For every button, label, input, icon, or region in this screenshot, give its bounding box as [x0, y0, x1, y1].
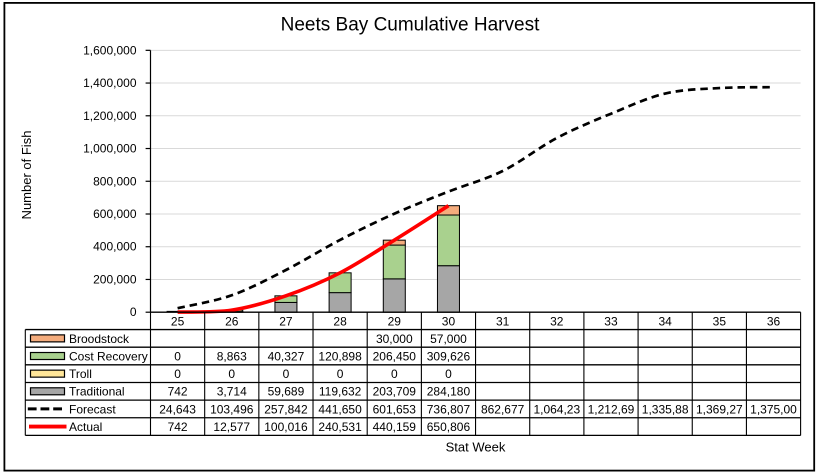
- svg-text:440,159: 440,159: [373, 420, 417, 434]
- svg-text:24,643: 24,643: [159, 402, 196, 416]
- svg-text:0: 0: [445, 367, 452, 381]
- svg-text:441,650: 441,650: [318, 402, 362, 416]
- svg-text:1,335,88: 1,335,88: [642, 402, 689, 416]
- svg-text:284,180: 284,180: [427, 385, 471, 399]
- svg-text:206,450: 206,450: [373, 349, 417, 363]
- svg-text:100,016: 100,016: [264, 420, 308, 434]
- svg-text:32: 32: [550, 314, 564, 328]
- svg-text:31: 31: [496, 314, 510, 328]
- svg-text:0: 0: [337, 367, 344, 381]
- svg-text:8,863: 8,863: [217, 349, 247, 363]
- svg-text:240,531: 240,531: [318, 420, 362, 434]
- svg-text:650,806: 650,806: [427, 420, 471, 434]
- svg-text:862,677: 862,677: [481, 402, 525, 416]
- svg-text:30: 30: [442, 314, 456, 328]
- svg-text:1,375,00: 1,375,00: [750, 402, 797, 416]
- svg-text:120,898: 120,898: [318, 349, 362, 363]
- svg-text:25: 25: [171, 314, 185, 328]
- svg-text:1,212,69: 1,212,69: [588, 402, 635, 416]
- svg-text:400,000: 400,000: [93, 240, 137, 254]
- svg-text:0: 0: [391, 367, 398, 381]
- svg-text:Cost Recovery: Cost Recovery: [69, 349, 148, 363]
- svg-text:34: 34: [658, 314, 672, 328]
- svg-text:27: 27: [279, 314, 293, 328]
- svg-text:36: 36: [767, 314, 781, 328]
- svg-text:800,000: 800,000: [93, 174, 137, 188]
- svg-text:601,653: 601,653: [373, 402, 417, 416]
- svg-text:1,200,000: 1,200,000: [83, 109, 137, 123]
- svg-text:Number of Fish: Number of Fish: [19, 131, 34, 220]
- svg-text:Stat Week: Stat Week: [446, 439, 506, 454]
- svg-text:200,000: 200,000: [93, 272, 137, 286]
- svg-text:Traditional: Traditional: [69, 385, 125, 399]
- svg-text:1,000,000: 1,000,000: [83, 142, 137, 156]
- svg-text:26: 26: [225, 314, 239, 328]
- svg-text:1,400,000: 1,400,000: [83, 76, 137, 90]
- svg-text:1,369,27: 1,369,27: [696, 402, 743, 416]
- svg-text:3,714: 3,714: [217, 385, 247, 399]
- svg-text:59,689: 59,689: [268, 385, 305, 399]
- svg-text:309,626: 309,626: [427, 349, 471, 363]
- svg-text:0: 0: [228, 367, 235, 381]
- svg-text:1,064,23: 1,064,23: [533, 402, 580, 416]
- svg-text:12,577: 12,577: [213, 420, 250, 434]
- svg-text:35: 35: [713, 314, 727, 328]
- svg-text:28: 28: [333, 314, 347, 328]
- svg-text:29: 29: [388, 314, 402, 328]
- svg-text:33: 33: [604, 314, 618, 328]
- svg-text:Actual: Actual: [69, 420, 102, 434]
- svg-text:Neets Bay Cumulative Harvest: Neets Bay Cumulative Harvest: [281, 14, 540, 35]
- svg-text:1,600,000: 1,600,000: [83, 43, 137, 57]
- svg-text:600,000: 600,000: [93, 207, 137, 221]
- svg-text:742: 742: [168, 420, 188, 434]
- svg-text:203,709: 203,709: [373, 385, 417, 399]
- svg-text:0: 0: [130, 305, 137, 319]
- svg-text:0: 0: [283, 367, 290, 381]
- svg-text:0: 0: [174, 349, 181, 363]
- svg-text:Forecast: Forecast: [69, 402, 116, 416]
- svg-text:40,327: 40,327: [268, 349, 305, 363]
- svg-text:257,842: 257,842: [264, 402, 308, 416]
- svg-text:742: 742: [168, 385, 188, 399]
- svg-text:Broodstock: Broodstock: [69, 332, 130, 346]
- svg-text:57,000: 57,000: [430, 332, 467, 346]
- svg-text:30,000: 30,000: [376, 332, 413, 346]
- svg-text:0: 0: [174, 367, 181, 381]
- svg-text:Troll: Troll: [69, 367, 92, 381]
- svg-text:119,632: 119,632: [319, 385, 362, 399]
- svg-text:103,496: 103,496: [210, 402, 254, 416]
- svg-text:736,807: 736,807: [427, 402, 471, 416]
